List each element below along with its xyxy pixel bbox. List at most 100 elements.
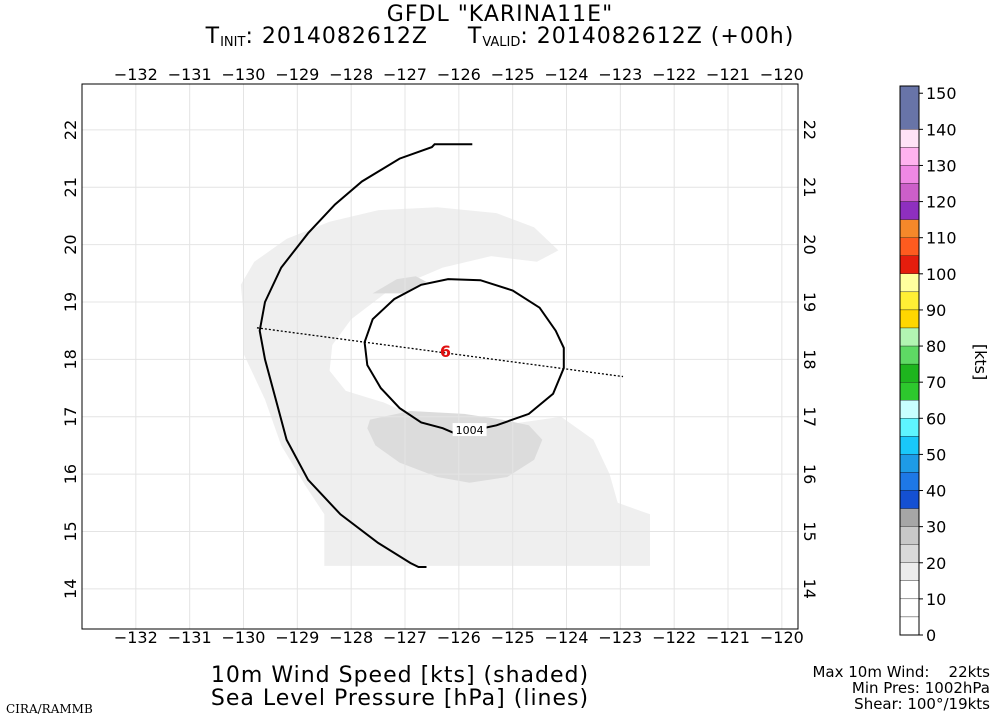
x-tick-label-bottom: −130 xyxy=(222,628,266,647)
colorbar-segment xyxy=(899,598,920,618)
wind-region xyxy=(367,411,543,483)
colorbar-label: 120 xyxy=(926,193,957,212)
x-tick-label-bottom: −120 xyxy=(760,628,804,647)
colorbar-label: 50 xyxy=(926,445,946,464)
colorbar-segment xyxy=(899,616,920,636)
plot-frame xyxy=(81,83,799,630)
colorbar-segment xyxy=(899,400,920,419)
x-tick-label-top: −129 xyxy=(275,65,319,84)
contour-label: 1004 xyxy=(456,424,484,437)
footer-line2: Sea Level Pressure [hPa] (lines) xyxy=(210,686,590,711)
x-tick-label-top: −125 xyxy=(491,65,535,84)
colorbar-segment xyxy=(899,129,920,148)
pressure-contours: 1004 xyxy=(258,143,565,568)
grid xyxy=(82,84,798,629)
y-tick-label-left: 16 xyxy=(61,464,80,484)
x-tick-label-bottom: −121 xyxy=(706,628,750,647)
colorbar-segment xyxy=(899,472,920,491)
x-tick-label-bottom: −129 xyxy=(275,628,319,647)
colorbar-segment xyxy=(899,147,920,166)
colorbar-label: 140 xyxy=(926,120,957,139)
x-tick-label-bottom: −126 xyxy=(437,628,481,647)
colorbar-segment xyxy=(899,85,920,130)
x-tick-label-top: −122 xyxy=(652,65,696,84)
x-tick-label-top: −121 xyxy=(706,65,750,84)
colorbar-label: 10 xyxy=(926,590,946,609)
x-tick-label-top: −128 xyxy=(329,65,373,84)
wind-regions xyxy=(240,207,651,566)
x-tick-label-bottom: −127 xyxy=(383,628,427,647)
x-tick-label-top: −124 xyxy=(545,65,589,84)
x-tick-label-top: −120 xyxy=(760,65,804,84)
y-tick-label-right: 17 xyxy=(800,407,819,427)
wind-region xyxy=(240,207,651,566)
y-tick-label-left: 22 xyxy=(61,120,80,140)
storm-center-icon: 6 xyxy=(440,342,451,361)
y-tick-label-right: 18 xyxy=(800,349,819,369)
colorbar-label: 150 xyxy=(926,84,957,103)
colorbar-segment xyxy=(899,201,920,220)
colorbar: 1501401301201101009080706050403020100[kt… xyxy=(899,84,990,645)
x-tick-label-bottom: −123 xyxy=(598,628,642,647)
pressure-contour-1004 xyxy=(363,278,565,434)
colorbar-frame xyxy=(899,85,920,636)
colorbar-label: 60 xyxy=(926,409,946,428)
colorbar-segment xyxy=(899,183,920,202)
x-tick-label-top: −130 xyxy=(222,65,266,84)
y-tick-label-right: 20 xyxy=(800,234,819,254)
colorbar-segment xyxy=(899,526,920,545)
colorbar-segment xyxy=(899,363,920,383)
y-tick-label-left: 17 xyxy=(61,407,80,427)
stats-max-wind: Max 10m Wind: 22kts xyxy=(812,663,990,681)
colorbar-segment xyxy=(899,544,920,563)
x-tick-label-bottom: −125 xyxy=(491,628,535,647)
colorbar-label: 130 xyxy=(926,156,957,175)
colorbar-segment xyxy=(899,418,920,437)
colorbar-segment xyxy=(899,562,920,581)
x-tick-label-top: −123 xyxy=(598,65,642,84)
x-tick-label-top: −131 xyxy=(168,65,212,84)
y-tick-label-left: 21 xyxy=(61,177,80,197)
colorbar-segment xyxy=(899,436,920,455)
stats-min-pressure: Min Pres: 1002hPa xyxy=(851,679,990,697)
wind-region xyxy=(372,276,427,294)
time-line: TINIT: 2014082612Z TVALID: 2014082612Z (… xyxy=(0,24,1000,50)
x-tick-label-bottom: −122 xyxy=(652,628,696,647)
colorbar-segment xyxy=(899,309,920,329)
y-tick-label-right: 15 xyxy=(800,521,819,541)
x-tick-label-top: −127 xyxy=(383,65,427,84)
x-tick-label-top: −132 xyxy=(114,65,158,84)
colorbar-segment xyxy=(899,345,920,365)
colorbar-label: 20 xyxy=(926,554,946,573)
pressure-contour-1006 xyxy=(258,143,473,568)
colorbar-segment xyxy=(899,291,920,311)
x-tick-label-bottom: −131 xyxy=(168,628,212,647)
colorbar-label: 80 xyxy=(926,337,946,356)
credit-label: CIRA/RAMMB xyxy=(6,702,93,716)
colorbar-segment xyxy=(899,219,920,238)
colorbar-segment xyxy=(899,165,920,184)
y-tick-label-right: 21 xyxy=(800,177,819,197)
colorbar-unit-label: [kts] xyxy=(971,344,990,380)
chart-title: GFDL "KARINA11E" xyxy=(386,2,614,27)
x-tick-label-bottom: −128 xyxy=(329,628,373,647)
colorbar-label: 30 xyxy=(926,518,946,537)
colorbar-segment xyxy=(899,580,920,600)
stats-shear: Shear: 100°/19kts xyxy=(854,695,990,713)
y-tick-label-left: 20 xyxy=(61,234,80,254)
colorbar-label: 100 xyxy=(926,265,957,284)
y-tick-label-left: 19 xyxy=(61,292,80,312)
x-tick-label-bottom: −124 xyxy=(545,628,589,647)
y-tick-label-right: 22 xyxy=(800,120,819,140)
t-valid: TVALID: 2014082612Z (+00h) xyxy=(467,24,795,50)
colorbar-label: 0 xyxy=(926,626,936,645)
y-tick-label-left: 15 xyxy=(61,521,80,541)
x-tick-label-top: −126 xyxy=(437,65,481,84)
y-tick-label-left: 14 xyxy=(61,579,80,599)
y-tick-label-left: 18 xyxy=(61,349,80,369)
colorbar-segment xyxy=(899,382,920,401)
colorbar-segment xyxy=(899,255,920,274)
t-init: TINIT: 2014082612Z xyxy=(205,24,428,50)
contour-label-bg xyxy=(452,423,487,437)
